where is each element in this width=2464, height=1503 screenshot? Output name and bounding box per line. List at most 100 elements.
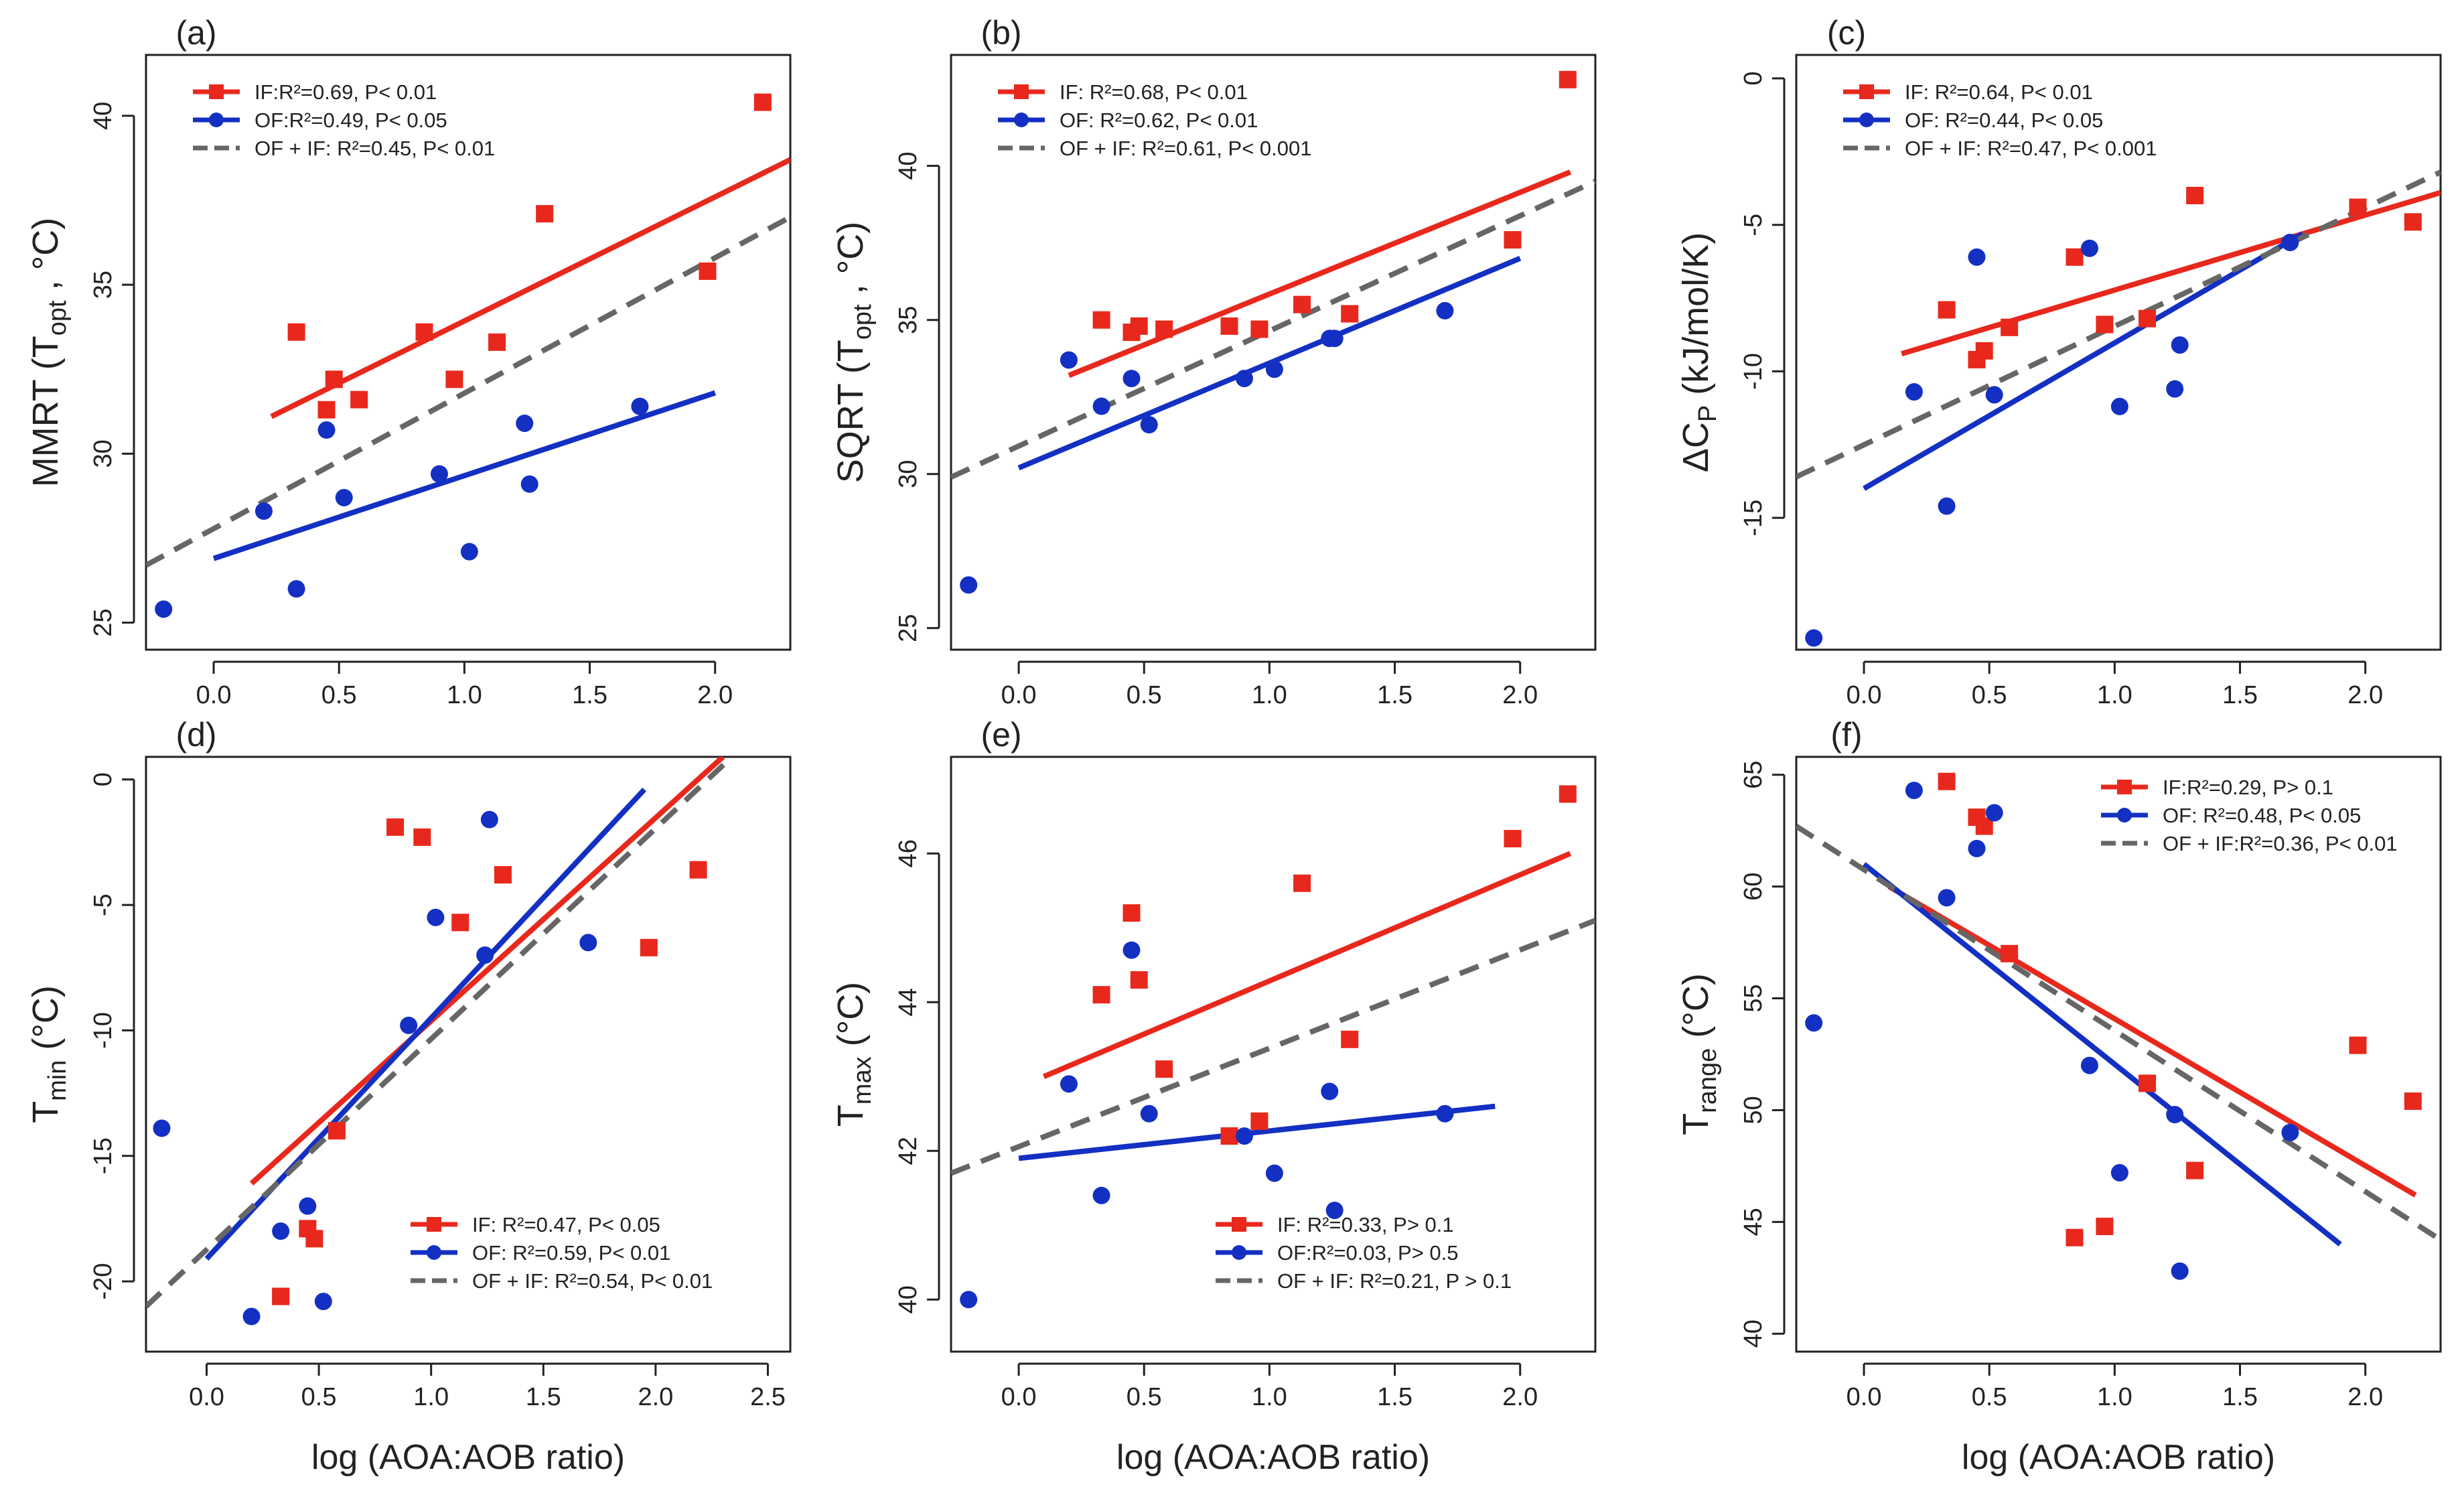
- legend: IF: R²=0.47, P< 0.05 OF: R²=0.59, P< 0.01…: [411, 1213, 713, 1293]
- point-if: [1155, 1060, 1173, 1078]
- point-if: [536, 205, 554, 223]
- point-of: [1985, 386, 2003, 404]
- point-if: [1504, 830, 1522, 848]
- legend-marker-circle: [2117, 808, 2132, 822]
- point-of: [299, 1197, 317, 1215]
- panel-label: (d): [175, 716, 216, 754]
- x-tick-label: 0.0: [196, 681, 232, 709]
- point-if: [1559, 785, 1577, 803]
- x-tick-label: 2.0: [1502, 681, 1538, 709]
- point-of: [2166, 380, 2184, 398]
- point-if: [305, 1230, 323, 1248]
- point-of: [2110, 397, 2128, 415]
- point-if: [1250, 1112, 1269, 1130]
- point-of: [516, 414, 534, 432]
- point-of: [631, 397, 649, 415]
- point-if: [350, 390, 368, 409]
- point-of: [335, 488, 353, 506]
- point-if: [413, 828, 431, 846]
- point-of: [1805, 629, 1823, 647]
- x-axis-label: log (AOA:AOB ratio): [1116, 1438, 1430, 1477]
- y-tick-label: 25: [89, 608, 117, 636]
- x-tick-label: 2.0: [2347, 1383, 2383, 1411]
- point-of: [2110, 1163, 2128, 1182]
- legend-label-all: OF + IF: R²=0.47, P< 0.001: [1905, 137, 2157, 160]
- x-tick-label: 1.5: [2222, 681, 2258, 709]
- y-tick-label: 0: [1739, 71, 1767, 85]
- y-axis-label: SQRT (Topt , °C): [830, 222, 877, 483]
- legend-label-all: OF + IF: R²=0.45, P< 0.01: [255, 137, 495, 160]
- y-tick-label: -10: [89, 1012, 117, 1049]
- panel-b: (b) 0.0 0.5 1.0 1.5 2.0 25 30 35 40 SQRT (Topt , °…: [830, 14, 1597, 709]
- legend-marker-circle: [427, 1245, 441, 1260]
- point-if: [2139, 1074, 2157, 1092]
- y-tick-label: 40: [89, 102, 117, 130]
- x-tick-label: 1.5: [2222, 1383, 2258, 1411]
- x-tick-label: 0.5: [1127, 681, 1162, 709]
- point-if: [1220, 317, 1238, 335]
- legend: IF:R²=0.69, P< 0.01 OF:R²=0.49, P< 0.05 OF…: [193, 80, 495, 160]
- panel-label: (a): [175, 14, 216, 52]
- point-of: [1938, 497, 1956, 515]
- point-if: [445, 370, 463, 388]
- fit-line-all: [951, 179, 1595, 480]
- y-tick-label: -5: [89, 893, 117, 916]
- x-tick-label: 2.0: [638, 1383, 673, 1411]
- point-if: [1504, 231, 1522, 249]
- y-tick-label: 0: [89, 772, 117, 786]
- point-if: [1293, 874, 1311, 892]
- point-if: [1220, 1127, 1238, 1145]
- y-tick-label: 30: [894, 460, 922, 488]
- x-tick-label: 2.0: [2347, 681, 2383, 709]
- point-of: [1140, 416, 1158, 434]
- point-of: [2080, 239, 2098, 257]
- x-tick-label: 0.0: [1001, 681, 1037, 709]
- point-if: [2186, 1161, 2204, 1179]
- x-tick-label: 2.5: [750, 1383, 786, 1411]
- point-of: [1325, 330, 1344, 348]
- point-of: [314, 1293, 332, 1311]
- fit-line-of: [212, 390, 716, 561]
- fit-line-of: [1018, 1103, 1496, 1161]
- y-axis-label: MMRT (Topt , °C): [25, 218, 72, 487]
- point-if: [1559, 70, 1577, 88]
- point-of: [272, 1222, 290, 1240]
- y-tick-label: 25: [894, 614, 922, 642]
- x-tick-label: 0.5: [321, 681, 357, 709]
- x-tick-label: 2.0: [1502, 1383, 1538, 1411]
- x-tick-label: 1.5: [526, 1383, 561, 1411]
- point-of: [155, 600, 173, 618]
- point-of: [1092, 397, 1110, 415]
- point-of: [1436, 1104, 1454, 1123]
- fit-line-all: [1796, 169, 2441, 480]
- x-tick-label: 0.0: [189, 1383, 224, 1411]
- point-of: [1321, 1082, 1339, 1100]
- fit-line-all: [951, 918, 1595, 1176]
- fit-line-of: [1863, 231, 2305, 491]
- point-of: [960, 576, 978, 594]
- plot-frame: [145, 756, 792, 1353]
- fit-line-if: [1042, 851, 1572, 1079]
- y-tick-label: 35: [894, 306, 922, 334]
- point-of: [579, 934, 597, 952]
- x-tick-label: 0.5: [1127, 1383, 1162, 1411]
- y-tick-label: 44: [894, 988, 922, 1016]
- point-if: [689, 861, 707, 879]
- point-if: [1341, 1030, 1359, 1048]
- point-of: [1140, 1104, 1158, 1123]
- point-if: [2349, 198, 2367, 216]
- point-of: [1265, 360, 1283, 378]
- point-if: [1130, 971, 1148, 989]
- y-axis-label: Tmin (°C): [25, 985, 72, 1123]
- x-tick-label: 1.0: [1252, 681, 1287, 709]
- point-of: [1938, 889, 1956, 907]
- x-axis-label: log (AOA:AOB ratio): [1962, 1438, 2275, 1477]
- point-if: [2186, 186, 2204, 204]
- point-of: [1985, 804, 2003, 822]
- fit-line-if: [270, 157, 790, 419]
- point-if: [317, 401, 336, 419]
- point-of: [2171, 1262, 2189, 1280]
- plot-frame: [145, 54, 792, 651]
- legend-marker-square: [1232, 1217, 1246, 1232]
